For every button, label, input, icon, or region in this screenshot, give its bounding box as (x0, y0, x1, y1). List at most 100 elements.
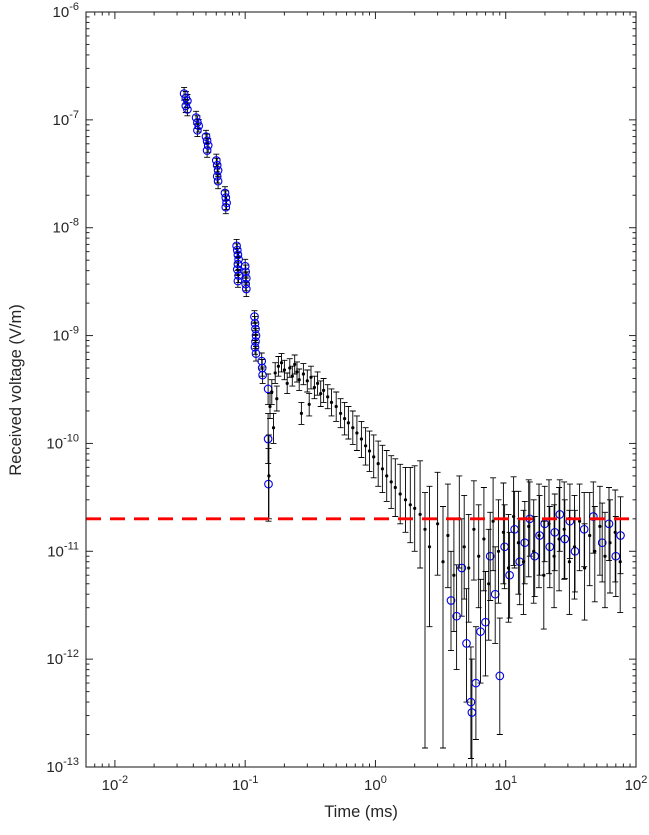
data-point-dot (583, 566, 587, 570)
data-point-dot (462, 545, 466, 549)
data-point-dot (299, 411, 303, 415)
data-point-dot (413, 506, 417, 510)
data-point-dot (613, 530, 617, 534)
data-point-dot (355, 431, 359, 435)
data-point-circle (193, 125, 202, 135)
data-point-circle (232, 245, 242, 255)
data-point-dot (552, 554, 556, 558)
data-point-dot (346, 421, 350, 425)
data-point-dot (273, 371, 277, 375)
data-point-dot (501, 530, 505, 534)
data-point-dot (472, 527, 476, 531)
data-point-circle (221, 202, 231, 212)
data-point-dot (290, 374, 294, 378)
data-point-circle (250, 342, 260, 352)
data-point-dot (267, 474, 271, 478)
data-point-circle (495, 671, 505, 681)
data-point-circle (476, 627, 485, 636)
data-point-circle (550, 527, 560, 537)
data-point-circle (183, 105, 192, 114)
data-point-circle (241, 267, 251, 277)
data-point-dot (506, 566, 511, 570)
data-point-dot (307, 402, 311, 406)
data-point-circle (257, 356, 267, 366)
data-point-dot (598, 524, 602, 529)
data-point-dot (527, 524, 531, 529)
data-point-dot (268, 404, 272, 409)
data-point-dot (393, 485, 397, 490)
data-point-dot (618, 560, 622, 564)
data-point-dot (491, 519, 495, 523)
data-point-dot (319, 392, 323, 396)
data-point-circle (241, 284, 251, 294)
data-point-circle (232, 265, 242, 274)
data-point-circle (467, 708, 477, 717)
data-point-dot (516, 541, 521, 545)
data-point-dot (389, 480, 393, 484)
data-point-dot (329, 400, 334, 404)
data-point-dot (359, 437, 363, 441)
data-point-circle (481, 617, 490, 627)
data-point-dot (608, 541, 612, 545)
data-point-circle (183, 96, 192, 106)
data-point-dot (297, 378, 301, 382)
data-point-dot (547, 522, 551, 526)
data-point-circle (555, 510, 565, 519)
data-point-dot (441, 560, 445, 564)
data-point-dot (496, 549, 501, 553)
data-point-circle (220, 188, 230, 198)
series-black-dots (265, 353, 624, 749)
data-point-dot (334, 404, 338, 409)
data-point-dot (436, 522, 440, 526)
data-point-circle (251, 331, 261, 340)
data-point-dot (276, 364, 280, 368)
data-point-circle (471, 678, 481, 688)
data-point-dot (593, 549, 597, 553)
data-point-circle (466, 697, 476, 707)
data-point-dot (532, 549, 536, 553)
data-point-dot (482, 537, 486, 541)
data-point-dot (398, 492, 402, 496)
data-point-circle (213, 166, 223, 175)
data-point-dot (376, 462, 380, 466)
data-point-circle (222, 198, 231, 208)
data-point-dot (487, 582, 491, 586)
data-point-dot (309, 375, 313, 379)
data-point-dot (403, 498, 408, 502)
data-point-dot (295, 370, 299, 374)
x-axis-label: Time (ms) (324, 803, 398, 821)
data-point-circle (202, 136, 212, 146)
data-point-dot (537, 533, 541, 538)
data-point-circle (490, 589, 500, 599)
data-point-dot (542, 573, 546, 577)
data-point-dot (446, 533, 450, 538)
data-point-dot (477, 554, 481, 558)
data-point-circle (211, 156, 221, 165)
data-point-dot (288, 366, 292, 370)
data-point-dot (511, 514, 516, 519)
data-point-dot (282, 368, 286, 372)
data-point-dot (572, 545, 577, 549)
data-point-circle (202, 146, 212, 155)
data-point-dot (339, 411, 343, 415)
data-point-dot (418, 512, 422, 517)
data-point-circle (250, 312, 259, 321)
data-point-dot (316, 381, 320, 385)
data-point-dot (305, 379, 309, 383)
data-point-dot (293, 362, 297, 366)
data-point-dot (557, 537, 561, 541)
data-point-dot (562, 527, 566, 531)
data-point-dot (270, 390, 274, 394)
data-point-circle (233, 250, 243, 260)
data-point-dot (367, 449, 372, 453)
data-point-dot (312, 385, 316, 390)
data-point-dot (326, 395, 330, 399)
data-point-circle (191, 113, 201, 122)
data-point-dot (408, 503, 412, 507)
plot-frame (85, 11, 637, 768)
data-point-circle (258, 370, 267, 380)
data-point-dot (603, 554, 607, 558)
data-point-circle (251, 337, 260, 346)
data-point-circle (485, 551, 495, 561)
